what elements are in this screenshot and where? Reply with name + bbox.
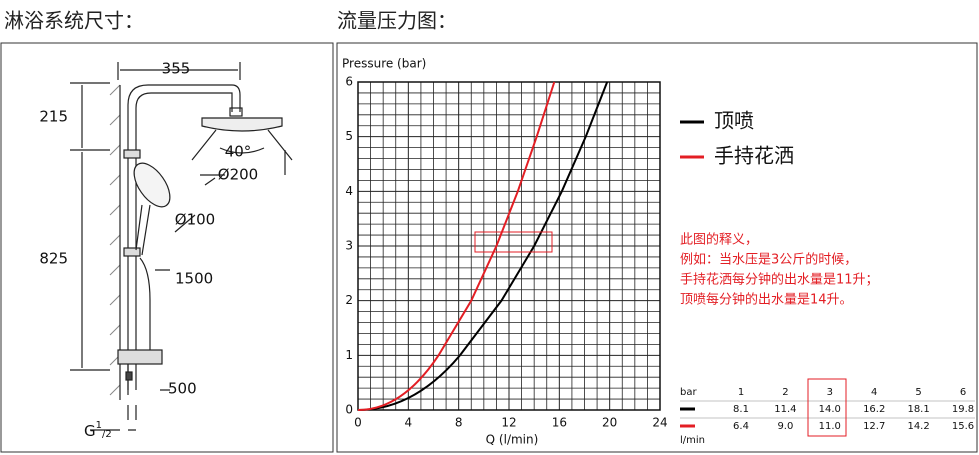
table-flow-header: l/min — [680, 435, 705, 446]
table-value: 15.6 — [952, 421, 974, 432]
legend-label: 手持花洒 — [714, 144, 794, 168]
table-highlight — [807, 378, 847, 437]
table-value: 8.1 — [733, 404, 749, 415]
x-axis-label: Q (l/min) — [486, 433, 539, 447]
dim-bottom-height: 500 — [168, 380, 197, 398]
table-pressure: 1 — [738, 387, 744, 398]
left-title: 淋浴系统尺寸： — [4, 9, 144, 33]
annotation-line: 例如：当水压是3公斤的时候， — [680, 252, 857, 268]
plot-frame — [357, 81, 661, 411]
right-panel — [336, 42, 978, 453]
x-tick-label: 16 — [552, 416, 567, 430]
table-value: 9.0 — [777, 421, 793, 432]
table-value: 16.2 — [863, 404, 885, 415]
table-pressure: 4 — [871, 387, 877, 398]
y-tick-label: 3 — [345, 239, 353, 253]
table-value: 11.4 — [774, 404, 796, 415]
table-value: 11.0 — [819, 421, 841, 432]
annotation-line: 此图的释义， — [680, 232, 758, 248]
table-value: 12.7 — [863, 421, 885, 432]
curve — [437, 81, 556, 356]
y-tick-label: 6 — [345, 75, 353, 89]
annotation-line: 顶喷每分钟的出水量是14升。 — [680, 292, 853, 308]
y-axis-label: Pressure (bar) — [342, 57, 426, 71]
y-tick-label: 2 — [345, 293, 353, 307]
dim-width: 355 — [162, 60, 191, 78]
table-pressure: 5 — [915, 387, 921, 398]
curve-tail — [357, 354, 440, 411]
y-tick-label: 1 — [345, 348, 353, 362]
dim-top-height: 215 — [39, 108, 68, 126]
highlight-box — [474, 231, 553, 253]
dim-total-height: 1500 — [175, 270, 213, 288]
table-value: 6.4 — [733, 421, 749, 432]
shower-drawing — [70, 62, 293, 431]
x-tick-label: 12 — [501, 416, 516, 430]
dim-angle: 40° — [225, 143, 252, 161]
left-panel — [0, 42, 334, 453]
x-tick-label: 8 — [455, 416, 463, 430]
chart-title: 流量压力图： — [337, 9, 457, 33]
x-tick-label: 20 — [602, 416, 617, 430]
y-tick-label: 0 — [345, 403, 353, 417]
table-pressure: 3 — [827, 387, 833, 398]
curve-tail — [357, 354, 461, 411]
thread-sub: /2 — [102, 429, 112, 440]
y-tick-label: 4 — [345, 184, 353, 198]
y-tick-label: 5 — [345, 129, 353, 143]
legend-label: 顶喷 — [714, 109, 754, 133]
table-value: 14.0 — [819, 404, 841, 415]
thread-g: G — [84, 422, 96, 440]
curve — [459, 81, 609, 356]
dim-hand-diameter: Ø100 — [175, 211, 215, 229]
annotation-line: 手持花洒每分钟的出水量是11升； — [680, 272, 879, 288]
dim-head-diameter: Ø200 — [218, 166, 258, 184]
x-tick-label: 4 — [405, 416, 413, 430]
dim-main-height: 825 — [39, 250, 68, 268]
x-tick-label: 24 — [652, 416, 667, 430]
thread-sup: 1 — [96, 420, 102, 431]
table-value: 19.8 — [952, 404, 974, 415]
table-value: 18.1 — [907, 404, 929, 415]
table-pressure: 2 — [782, 387, 788, 398]
table-pressure-header: bar — [680, 387, 697, 398]
table-value: 14.2 — [907, 421, 929, 432]
dim-thread: G1/2 — [84, 420, 112, 440]
x-tick-label: 0 — [354, 416, 362, 430]
table-pressure: 6 — [960, 387, 966, 398]
